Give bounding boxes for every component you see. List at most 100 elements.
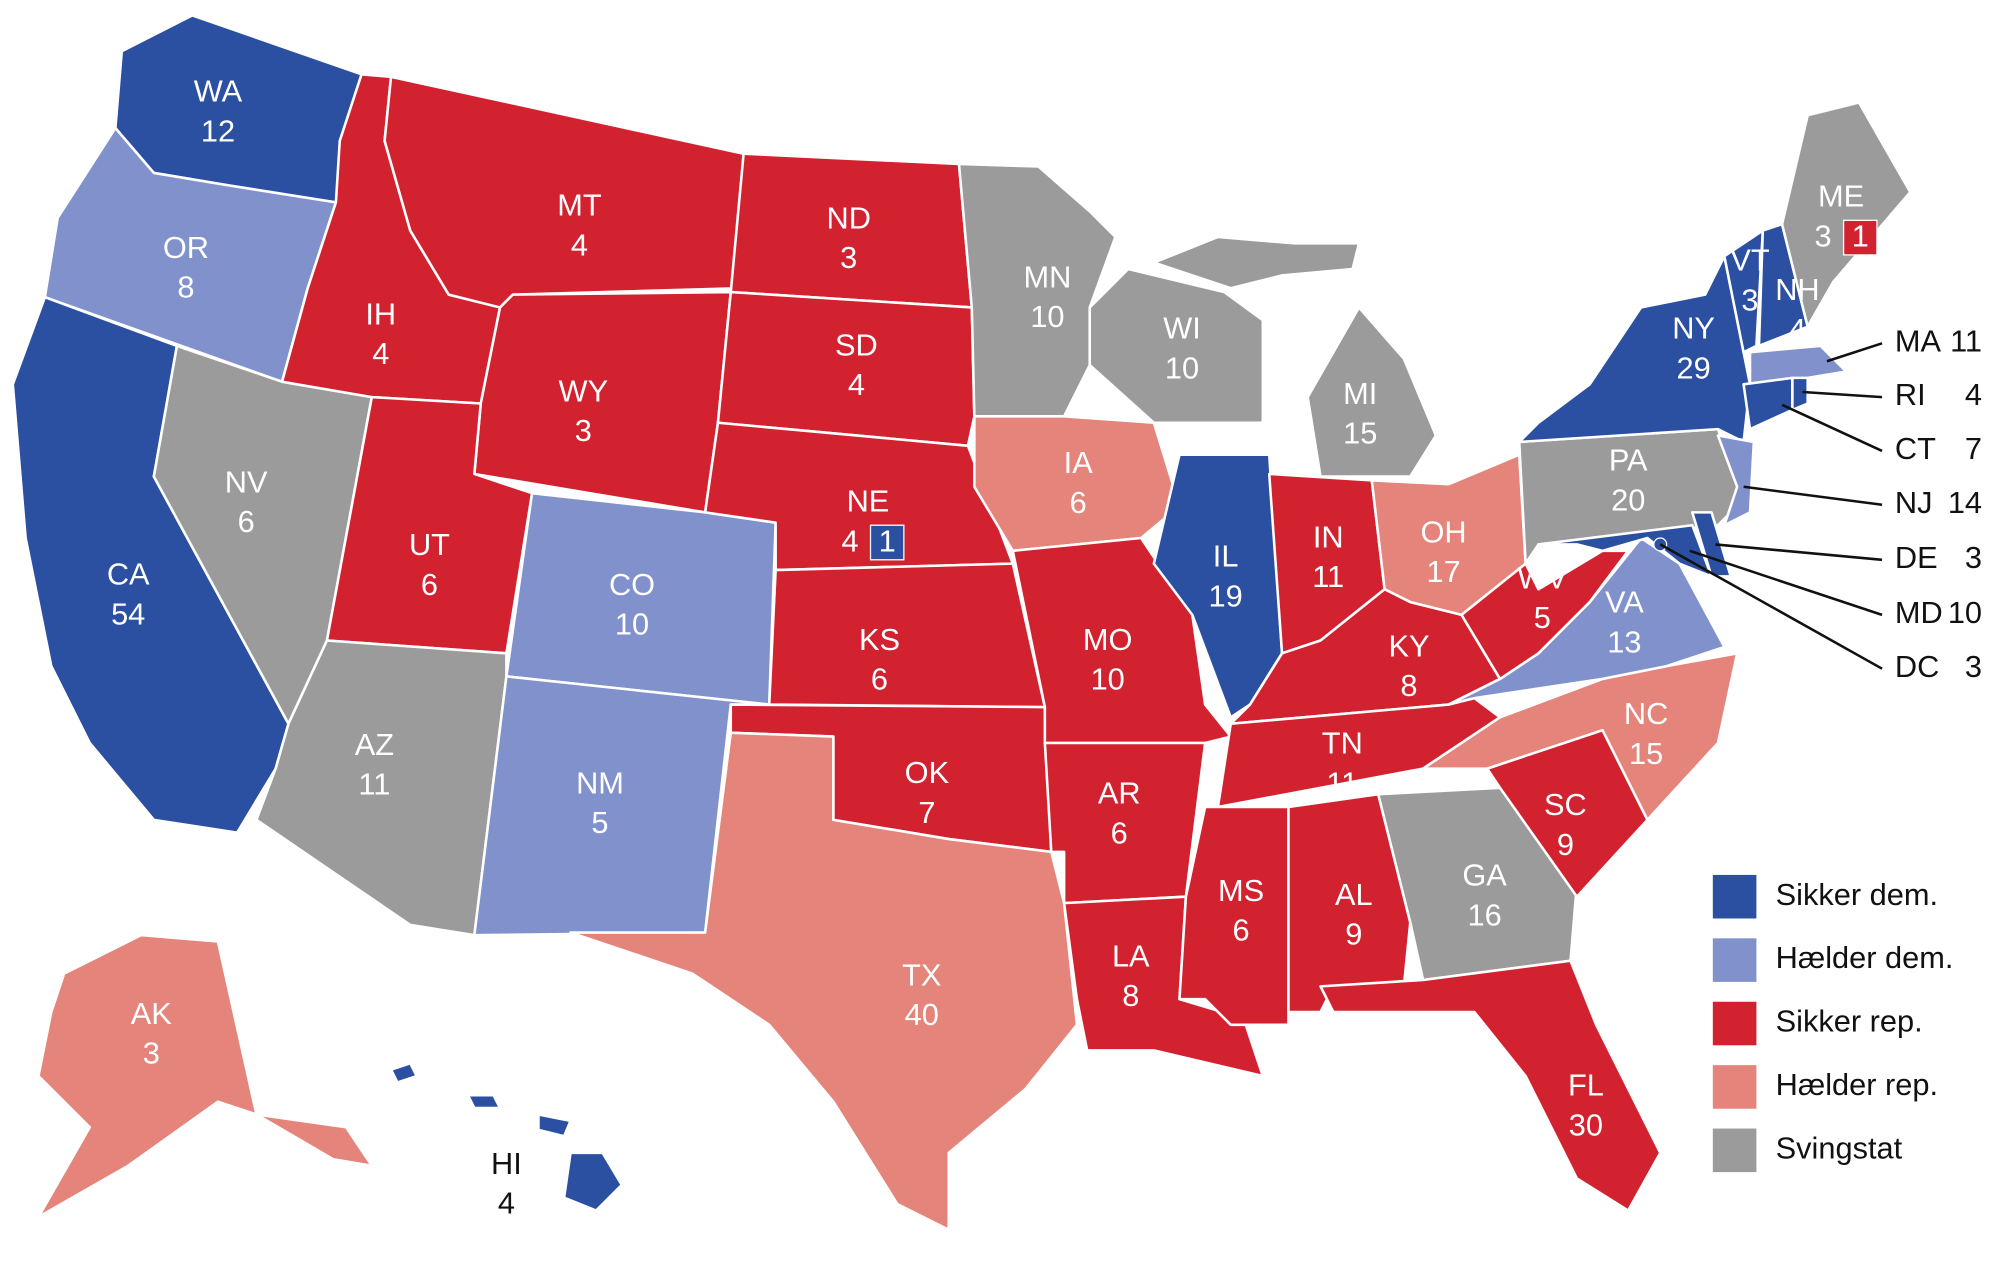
state-abbr: CO <box>609 567 655 602</box>
electoral-votes: 30 <box>1569 1107 1603 1142</box>
electoral-votes: 9 <box>1557 827 1574 862</box>
leader-line <box>1781 403 1883 453</box>
legend-swatch <box>1712 1001 1757 1046</box>
state-abbr: TX <box>902 958 941 993</box>
state-abbr: UT <box>409 527 450 562</box>
state-abbr: OK <box>905 755 950 790</box>
electoral-votes: 17 <box>1426 554 1460 589</box>
electoral-votes: 6 <box>421 567 438 602</box>
leader-line <box>1659 543 1883 670</box>
electoral-votes: 16 <box>1467 897 1501 932</box>
electoral-votes: 7 <box>918 795 935 830</box>
leader-line <box>1826 342 1883 363</box>
electoral-votes: 13 <box>1607 624 1641 659</box>
state-abbr: SD <box>835 327 878 362</box>
state-abbr: MD <box>1895 595 1943 630</box>
electoral-votes: 20 <box>1611 482 1645 517</box>
electoral-votes: 3 <box>143 1036 160 1071</box>
electoral-votes: 6 <box>1070 485 1087 520</box>
state-abbr: MN <box>1024 259 1072 294</box>
state-abbr: IH <box>365 297 396 332</box>
state-abbr: AZ <box>355 727 394 762</box>
split-vote-box <box>869 524 905 561</box>
legend-swatch <box>1712 874 1757 919</box>
state-abbr: NE <box>847 484 890 519</box>
electoral-votes: 3 <box>1815 218 1832 253</box>
state <box>473 675 771 937</box>
state-abbr: VA <box>1605 585 1644 620</box>
state <box>1791 376 1809 412</box>
state-abbr: OR <box>163 230 209 265</box>
state-abbr: NM <box>576 765 624 800</box>
legend-label: Hælder dem. <box>1776 940 1954 975</box>
state-abbr: NC <box>1624 696 1668 731</box>
state-abbr: AL <box>1335 877 1373 912</box>
state-abbr: MI <box>1343 376 1377 411</box>
state <box>1748 344 1848 386</box>
state-abbr: AK <box>131 996 173 1031</box>
state-abbr: WA <box>194 74 243 109</box>
split-vote-box <box>1842 219 1878 256</box>
state-abbr: IL <box>1213 539 1239 574</box>
state-abbr: NH <box>1775 272 1819 307</box>
state-abbr: MO <box>1083 622 1133 657</box>
electoral-votes: 3 <box>575 413 592 448</box>
electoral-votes: 10 <box>1091 662 1125 697</box>
electoral-votes: 19 <box>1209 578 1243 613</box>
legend-swatch <box>1712 1128 1757 1173</box>
electoral-votes: 11 <box>1326 765 1358 800</box>
state <box>389 1061 624 1212</box>
legend-label: Svingstat <box>1776 1130 1903 1165</box>
state-abbr: MS <box>1218 873 1264 908</box>
state-abbr: IA <box>1064 445 1094 480</box>
electoral-votes: 5 <box>591 805 608 840</box>
state-abbr: LA <box>1112 938 1150 973</box>
state <box>1421 652 1739 822</box>
state <box>1742 376 1794 431</box>
electoral-votes: 7 <box>1965 431 1982 466</box>
electoral-votes: 40 <box>905 997 939 1032</box>
state <box>1088 267 1265 425</box>
state <box>1723 229 1765 354</box>
state <box>716 290 976 448</box>
state-abbr: GA <box>1462 858 1507 893</box>
leader-line <box>1802 390 1883 399</box>
electoral-votes: 8 <box>1400 668 1417 703</box>
state-abbr: KY <box>1388 628 1429 663</box>
electoral-votes: 4 <box>841 523 858 558</box>
legend-label: Hælder rep. <box>1776 1067 1938 1102</box>
electoral-votes: 3 <box>840 240 857 275</box>
state-abbr: CT <box>1895 431 1936 466</box>
state-abbr: PA <box>1609 443 1648 478</box>
split-votes: 1 <box>879 523 896 558</box>
electoral-votes: 8 <box>1122 978 1139 1013</box>
electoral-votes: 11 <box>1950 323 1982 358</box>
state <box>973 415 1181 553</box>
state-abbr: FL <box>1568 1068 1604 1103</box>
state-abbr: WV <box>1518 560 1568 595</box>
state-abbr: OH <box>1421 514 1467 549</box>
state <box>1517 254 1752 444</box>
electoral-votes: 3 <box>1741 282 1758 317</box>
electoral-votes: 54 <box>111 596 145 631</box>
state-abbr: DE <box>1895 540 1938 575</box>
legend-label: Sikker rep. <box>1776 1004 1923 1039</box>
state <box>37 933 374 1219</box>
electoral-votes: 6 <box>871 662 888 697</box>
electoral-votes: 10 <box>615 607 649 642</box>
electoral-votes: 15 <box>1629 736 1663 771</box>
leader-line <box>1743 485 1883 506</box>
state-abbr: ME <box>1818 179 1864 214</box>
legend-swatch <box>1712 1065 1757 1109</box>
electoral-votes: 29 <box>1676 350 1710 385</box>
state-abbr: SC <box>1544 787 1587 822</box>
state-abbr: NV <box>225 464 268 499</box>
electoral-votes: 15 <box>1343 416 1377 451</box>
state-abbr: VT <box>1730 243 1770 278</box>
electoral-votes: 9 <box>1345 917 1362 952</box>
electoral-votes: 3 <box>1965 649 1982 684</box>
leader-line <box>1689 549 1883 617</box>
state-abbr: DC <box>1895 649 1939 684</box>
